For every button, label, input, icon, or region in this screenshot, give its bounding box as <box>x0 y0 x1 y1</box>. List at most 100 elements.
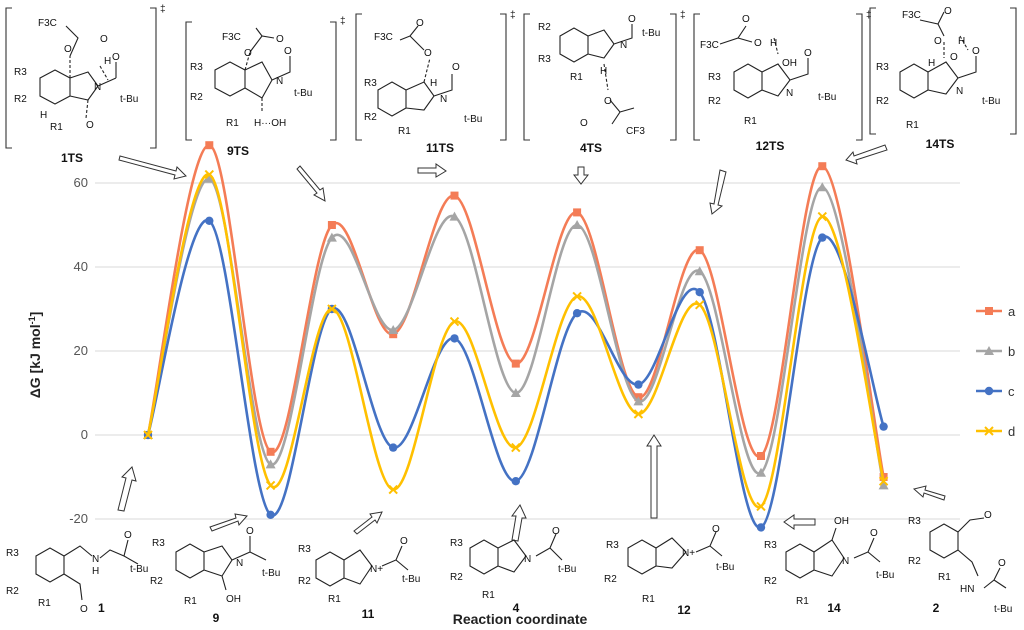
structure-9ts: ‡ F3C O O N O t-Bu H···OH R3 R2 R1 9TS <box>185 16 346 158</box>
svg-text:R3: R3 <box>152 538 165 549</box>
legend-marker <box>985 307 993 315</box>
svg-text:R3: R3 <box>14 67 27 78</box>
data-point-d <box>817 211 828 222</box>
svg-text:N: N <box>236 558 243 569</box>
label-9: 9 <box>213 611 220 625</box>
legend-label: d <box>1008 424 1015 439</box>
svg-text:O: O <box>416 18 424 29</box>
svg-text:O: O <box>944 6 952 17</box>
data-point-b <box>633 396 644 406</box>
arrow-2 <box>912 485 946 501</box>
data-point-d <box>204 169 215 180</box>
svg-text:N: N <box>786 88 793 99</box>
svg-text:R1: R1 <box>226 118 239 129</box>
svg-text:O: O <box>276 34 284 45</box>
svg-text:R1: R1 <box>38 598 51 609</box>
data-point-d <box>388 484 398 495</box>
svg-text:R1: R1 <box>642 594 655 605</box>
svg-text:O: O <box>870 528 878 539</box>
svg-text:R3: R3 <box>190 62 203 73</box>
structure-1: N H O t-Bu O R3 R2 R1 1 <box>6 530 148 615</box>
svg-text:F3C: F3C <box>902 10 921 21</box>
legend-label: b <box>1008 344 1015 359</box>
data-point-a <box>205 141 214 150</box>
legend-entry-d: d <box>976 424 1015 439</box>
svg-text:R2: R2 <box>150 576 163 587</box>
structure-4ts: ‡ N O t-Bu H O O CF3 R2 R3 R1 4TS <box>523 10 686 155</box>
data-point-c <box>879 422 888 431</box>
data-point-a <box>573 208 582 217</box>
arrow-9ts <box>296 165 326 202</box>
svg-text:t-Bu: t-Bu <box>130 564 148 575</box>
svg-text:R1: R1 <box>50 122 63 133</box>
svg-text:O: O <box>284 46 292 57</box>
svg-text:O: O <box>64 44 72 55</box>
series-d <box>143 169 889 512</box>
svg-text:H: H <box>430 78 437 89</box>
label-14: 14 <box>827 601 841 615</box>
data-point-a <box>818 162 827 171</box>
svg-text:O: O <box>580 118 588 129</box>
svg-text:t-Bu: t-Bu <box>402 574 420 585</box>
svg-text:R1: R1 <box>482 590 495 601</box>
svg-text:R2: R2 <box>604 574 617 585</box>
data-point-b <box>510 388 521 397</box>
svg-text:O: O <box>244 48 252 59</box>
arrow-9 <box>209 513 248 532</box>
svg-text:R2: R2 <box>538 22 551 33</box>
label-1ts: 1TS <box>61 151 83 165</box>
data-point-b <box>756 467 766 477</box>
structure-1ts: ‡ F3C O O H N O t-Bu O H R3 R2 R1 1TS <box>5 4 166 165</box>
label-4: 4 <box>513 601 520 615</box>
label-12ts: 12TS <box>756 139 785 153</box>
y-tick-label: 60 <box>74 175 88 190</box>
arrow-1 <box>117 466 137 512</box>
data-point-a <box>757 452 765 460</box>
pointer-arrows <box>117 144 946 542</box>
svg-text:O: O <box>86 120 94 131</box>
x-axis-title: Reaction coordinate <box>453 611 588 627</box>
legend-entry-c: c <box>976 384 1015 399</box>
svg-text:O: O <box>124 530 132 541</box>
data-point-c <box>389 443 398 452</box>
svg-text:F3C: F3C <box>222 32 241 43</box>
svg-text:R3: R3 <box>708 72 721 83</box>
series-c <box>143 216 888 532</box>
label-11: 11 <box>362 607 375 621</box>
label-4ts: 4TS <box>580 141 602 155</box>
svg-text:N: N <box>276 76 283 87</box>
data-point-a <box>327 221 336 229</box>
svg-text:O: O <box>804 48 812 59</box>
svg-text:O: O <box>934 36 942 47</box>
data-point-b <box>388 325 399 334</box>
data-point-b <box>204 173 215 183</box>
svg-text:H: H <box>40 110 47 121</box>
y-tick-labels: -20 0 20 40 60 <box>69 175 88 526</box>
structure-2: O HN O t-Bu R3 R2 R1 2 <box>908 510 1012 615</box>
data-point-c <box>450 334 459 343</box>
data-point-d <box>511 442 521 453</box>
structure-14ts: F3C O O H H O N O t-Bu R3 R2 R1 14TS <box>869 6 1017 151</box>
svg-text:OH: OH <box>226 594 241 605</box>
data-point-c <box>634 380 643 389</box>
svg-text:F3C: F3C <box>38 18 57 29</box>
data-point-a <box>511 359 520 368</box>
arrow-14 <box>783 514 816 530</box>
svg-text:t-Bu: t-Bu <box>994 604 1012 615</box>
arrow-14ts <box>845 144 888 165</box>
svg-text:R1: R1 <box>570 72 583 83</box>
svg-text:O: O <box>246 526 254 537</box>
svg-text:O: O <box>452 62 460 73</box>
svg-text:t-Bu: t-Bu <box>642 28 660 39</box>
svg-text:H···OH: H···OH <box>254 118 286 129</box>
svg-text:R2: R2 <box>764 576 777 587</box>
svg-text:H: H <box>928 58 935 69</box>
structure-11ts: ‡ F3C O O H N O t-Bu R3 R2 R1 11TS <box>355 10 516 155</box>
series-b <box>143 173 889 490</box>
svg-text:R2: R2 <box>190 92 203 103</box>
legend-entry-b: b <box>976 344 1015 359</box>
y-tick-label: 20 <box>74 343 88 358</box>
svg-text:t-Bu: t-Bu <box>464 114 482 125</box>
svg-text:t-Bu: t-Bu <box>294 88 312 99</box>
svg-text:R3: R3 <box>764 540 777 551</box>
